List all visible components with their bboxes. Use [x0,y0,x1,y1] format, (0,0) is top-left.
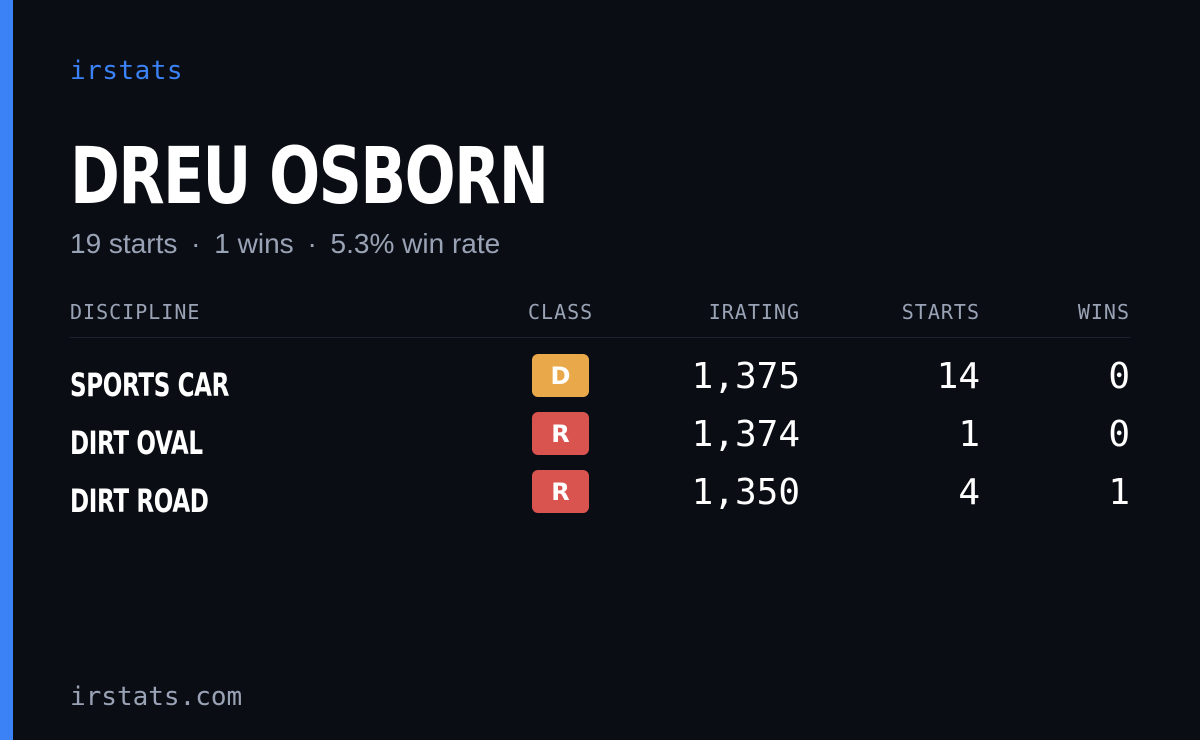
footer-url[interactable]: irstats.com [70,682,243,712]
class-badge: R [532,412,589,455]
header-wins: WINS [1077,300,1130,324]
table-row: SPORTS CAR D 1,375 14 0 [70,354,1130,412]
row-starts: 4 [958,472,980,513]
row-wins: 0 [1108,356,1130,397]
accent-bar [0,0,13,740]
row-irating: 1,375 [691,356,800,397]
row-discipline: DIRT ROAD [70,482,209,520]
class-badge: D [532,354,589,397]
stats-summary: 19 starts · 1 wins · 5.3% win rate [70,228,500,260]
row-wins: 1 [1108,472,1130,513]
summary-separator: · [307,228,317,259]
row-discipline: SPORTS CAR [70,366,229,404]
header-irating: IRATING [708,300,800,324]
row-irating: 1,350 [691,472,800,513]
row-starts: 1 [958,414,980,455]
summary-wins: 1 wins [214,228,294,259]
row-discipline: DIRT OVAL [70,424,203,462]
table-row: DIRT ROAD R 1,350 4 1 [70,470,1130,528]
brand-logo[interactable]: irstats [70,56,184,86]
table-header: DISCIPLINE CLASS IRATING STARTS WINS [70,300,1130,338]
header-class: CLASS [528,300,594,324]
driver-name: DREU OSBORN [70,132,549,222]
class-badge: R [532,470,589,513]
summary-starts: 19 starts [70,228,178,259]
header-starts: STARTS [901,300,980,324]
table-row: DIRT OVAL R 1,374 1 0 [70,412,1130,470]
header-discipline: DISCIPLINE [70,300,201,324]
summary-win-rate: 5.3% win rate [330,228,501,259]
row-irating: 1,374 [691,414,800,455]
summary-separator: · [191,228,201,259]
row-starts: 14 [936,356,980,397]
row-wins: 0 [1108,414,1130,455]
